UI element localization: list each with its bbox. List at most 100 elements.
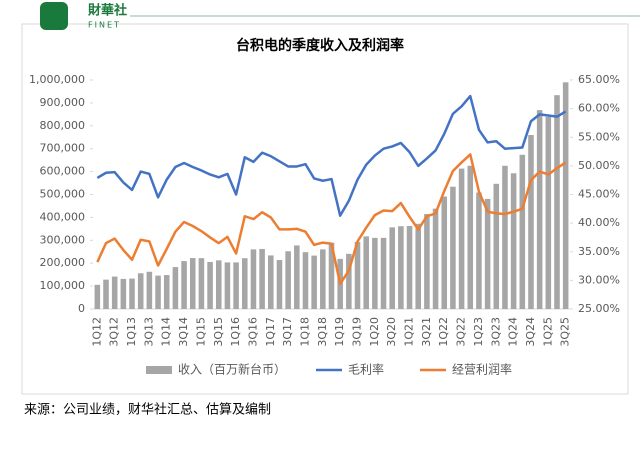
y-tick-label: 800,000 [40, 119, 86, 132]
chart-frame [21, 23, 629, 395]
bar [493, 183, 500, 309]
bar [155, 275, 161, 309]
bar [189, 258, 196, 309]
bar [424, 214, 430, 309]
bar [528, 135, 534, 309]
bar [207, 261, 213, 309]
bar [545, 116, 552, 310]
bar [111, 276, 118, 309]
bar [259, 248, 265, 309]
x-tick-label: 3Q20 [385, 317, 398, 347]
bar [294, 245, 300, 309]
bar [268, 255, 274, 309]
bar [276, 260, 283, 309]
x-tick-label: 1Q22 [437, 317, 450, 347]
bar [311, 255, 317, 309]
logo-badge [40, 2, 68, 30]
bar [554, 95, 560, 310]
bar [198, 258, 205, 309]
bar [250, 249, 257, 309]
x-tick-label: 3Q24 [524, 317, 537, 347]
x-tick-label: 1Q17 [264, 317, 277, 347]
bar [406, 226, 413, 309]
bar [103, 279, 109, 309]
y2-tick-label: 55.00% [578, 130, 620, 143]
x-tick-label: 3Q15 [212, 317, 225, 347]
y2-tick-label: 40.00% [578, 216, 620, 229]
x-tick-label: 1Q19 [333, 317, 346, 347]
y2-tick-label: 45.00% [578, 188, 620, 201]
y-tick-label: 400,000 [40, 210, 86, 223]
bar [510, 173, 517, 309]
bar [441, 196, 448, 309]
y-tick-label: 200,000 [40, 256, 86, 269]
y-tick-label: 0 [78, 302, 85, 315]
bar [328, 242, 335, 309]
x-tick-label: 1Q24 [507, 317, 520, 347]
x-tick-label: 3Q14 [177, 317, 190, 347]
bar [129, 278, 135, 309]
x-tick-label: 3Q21 [420, 317, 433, 347]
x-tick-label: 1Q15 [194, 317, 207, 347]
bar [302, 252, 309, 309]
x-tick-label: 1Q18 [298, 317, 311, 347]
x-tick-label: 1Q12 [90, 317, 103, 347]
bar [372, 237, 378, 309]
x-tick-label: 3Q16 [246, 317, 259, 347]
y-tick-label: 500,000 [40, 188, 86, 201]
legend-label: 毛利率 [348, 362, 384, 377]
x-tick-label: 3Q12 [108, 317, 121, 347]
bar [536, 110, 543, 310]
x-tick-label: 3Q18 [316, 317, 329, 347]
y2-tick-label: 30.00% [578, 273, 620, 286]
y-tick-label: 1,000,000 [29, 73, 85, 86]
x-tick-label: 3Q17 [281, 317, 294, 347]
x-tick-label: 1Q14 [160, 317, 173, 347]
bar [163, 275, 170, 309]
legend-label: 收入（百万新台币） [178, 362, 286, 377]
x-tick-label: 3Q25 [559, 317, 572, 347]
x-tick-label: 1Q21 [403, 317, 416, 347]
x-tick-label: 3Q23 [489, 317, 502, 347]
bar [181, 261, 187, 309]
y2-tick-label: 35.00% [578, 245, 620, 258]
y2-tick-label: 65.00% [578, 73, 620, 86]
x-tick-label: 1Q16 [229, 317, 242, 347]
bar [450, 186, 456, 309]
bar [320, 249, 326, 309]
bar [354, 241, 361, 309]
bar [172, 267, 179, 309]
bar [389, 227, 395, 309]
y-tick-label: 600,000 [40, 165, 86, 178]
y-tick-label: 700,000 [40, 142, 86, 155]
bar [398, 226, 404, 309]
logo-subtext: FINET [88, 21, 121, 30]
y2-tick-label: 60.00% [578, 102, 620, 115]
bar [467, 165, 474, 309]
bar [476, 192, 482, 309]
legend-swatch [146, 366, 172, 374]
bar [285, 251, 291, 309]
bar [137, 273, 144, 309]
y2-tick-label: 25.00% [578, 302, 620, 315]
x-tick-label: 1Q23 [472, 317, 485, 347]
bar [380, 237, 387, 309]
bar [363, 236, 369, 309]
bar [519, 154, 526, 309]
bar [215, 260, 222, 309]
bar [415, 223, 422, 309]
source-note: 来源：公司业绩，财华社汇总、估算及编制 [24, 402, 271, 418]
y-tick-label: 900,000 [40, 96, 86, 109]
x-tick-label: 3Q19 [351, 317, 364, 347]
bar [94, 284, 101, 309]
y2-tick-label: 50.00% [578, 159, 620, 172]
bar [562, 82, 569, 309]
bar [502, 165, 508, 309]
bar [346, 253, 352, 309]
legend-label: 经营利润率 [452, 362, 512, 377]
bar [146, 271, 153, 309]
y-tick-label: 300,000 [40, 233, 86, 246]
x-tick-label: 1Q20 [368, 317, 381, 347]
bar [224, 262, 231, 309]
